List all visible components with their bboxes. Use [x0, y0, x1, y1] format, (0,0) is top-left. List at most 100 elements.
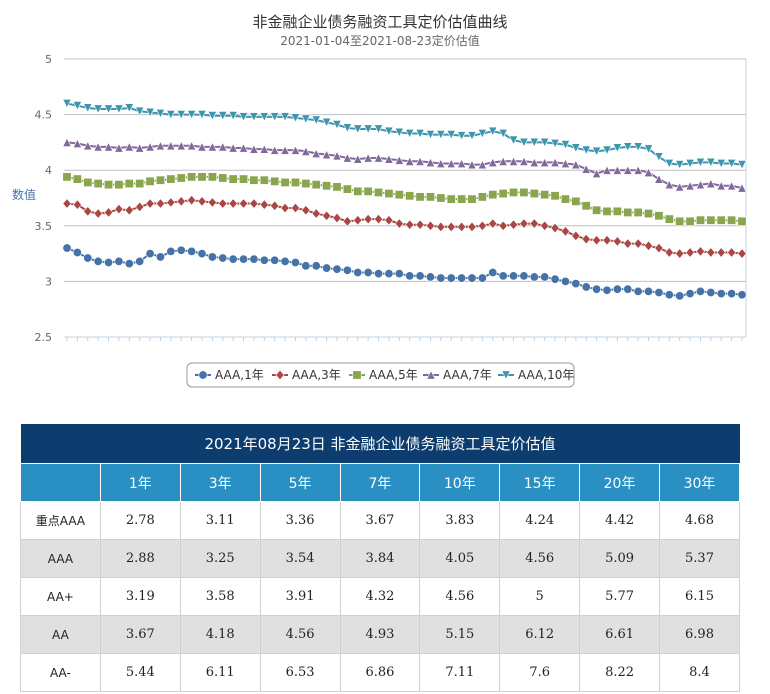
data-point	[353, 214, 363, 226]
data-point	[114, 203, 124, 215]
data-point	[706, 157, 716, 168]
data-point	[280, 177, 290, 187]
data-point	[373, 124, 384, 134]
data-point	[342, 216, 352, 227]
data-point	[311, 115, 321, 126]
data-point	[508, 219, 519, 230]
legend-item[interactable]: AAA,10年	[518, 368, 574, 382]
data-point	[176, 173, 186, 183]
data-point	[62, 98, 72, 109]
table-cell: 6.86	[339, 653, 421, 692]
data-point	[176, 245, 186, 255]
data-point	[695, 215, 705, 225]
legend-item[interactable]: AAA,1年	[215, 368, 264, 382]
data-point	[270, 176, 280, 186]
data-point	[415, 156, 425, 166]
data-point	[529, 272, 539, 282]
data-point	[498, 220, 508, 232]
data-point	[218, 198, 228, 209]
data-point	[529, 189, 539, 199]
data-point	[114, 256, 124, 266]
data-point	[135, 201, 145, 213]
data-point	[425, 220, 436, 232]
data-point	[103, 207, 114, 218]
data-point	[93, 179, 103, 189]
data-point	[644, 209, 654, 219]
data-point	[135, 143, 145, 153]
data-point	[259, 255, 269, 265]
data-point	[654, 242, 664, 254]
data-point	[737, 216, 747, 226]
data-point	[394, 155, 404, 165]
data-point	[727, 289, 737, 299]
data-point	[456, 131, 467, 141]
data-point	[280, 112, 290, 122]
data-point	[332, 264, 342, 274]
data-point	[519, 187, 529, 197]
data-point	[135, 256, 145, 266]
table-cell: 2.78	[99, 501, 181, 540]
data-point	[602, 235, 612, 246]
data-point	[716, 180, 726, 191]
data-point	[270, 200, 280, 212]
data-point	[560, 276, 570, 286]
data-point	[623, 284, 633, 294]
data-point	[623, 142, 633, 152]
data-point	[155, 198, 166, 209]
data-point	[363, 124, 373, 134]
data-point	[394, 190, 404, 200]
data-point	[301, 114, 311, 124]
data-point	[321, 149, 332, 160]
data-point	[311, 208, 321, 219]
data-point	[249, 144, 259, 154]
data-point	[353, 186, 363, 196]
data-point	[124, 103, 134, 113]
data-point	[342, 184, 352, 194]
y-tick-labels: 5 4.5 4 3.5 3 2.5	[35, 53, 53, 344]
data-point	[540, 272, 550, 282]
data-point	[197, 172, 207, 182]
data-point	[135, 106, 145, 117]
data-point	[384, 126, 394, 137]
table-cell: 7.11	[419, 653, 501, 692]
data-point	[155, 140, 166, 151]
header-corner	[20, 463, 101, 502]
data-point	[706, 178, 716, 189]
data-point	[591, 168, 602, 179]
table-cell: 6.11	[179, 653, 261, 692]
data-point	[695, 179, 706, 190]
data-point	[519, 156, 529, 166]
data-point	[540, 137, 550, 148]
data-point	[737, 160, 747, 170]
data-point	[509, 271, 519, 281]
table-cell: 3.84	[339, 539, 421, 578]
table-cell: 3.67	[339, 501, 421, 540]
data-point	[560, 140, 571, 150]
data-point	[550, 157, 560, 167]
legend-marker	[198, 370, 208, 380]
legend-item[interactable]: AAA,7年	[443, 368, 492, 382]
legend-item[interactable]: AAA,3年	[292, 368, 341, 382]
data-point	[384, 214, 394, 226]
y-tick-label: 2.5	[35, 331, 53, 344]
data-point	[321, 117, 332, 128]
table-cell: 3.19	[99, 577, 181, 616]
data-point	[394, 218, 404, 229]
data-point	[384, 189, 394, 199]
data-point	[290, 202, 301, 214]
data-point	[425, 272, 435, 282]
data-point	[415, 192, 425, 202]
data-point	[62, 243, 72, 253]
data-point	[384, 269, 394, 279]
data-point	[508, 156, 519, 166]
data-point	[405, 191, 415, 201]
table-cell: 4.56	[419, 577, 501, 616]
legend-item[interactable]: AAA,5年	[369, 368, 418, 382]
data-point	[737, 290, 747, 300]
data-point	[560, 194, 570, 204]
data-point	[446, 273, 456, 283]
table-body: 重点AAA 2.78 3.11 3.36 3.67 3.83 4.24 4.42 4.68 AAA…	[20, 501, 740, 692]
row-label: AA	[20, 615, 101, 654]
data-point	[238, 112, 249, 122]
table-header-row: 1年 3年 5年 7年 10年 15年 20年 30年	[20, 463, 740, 502]
